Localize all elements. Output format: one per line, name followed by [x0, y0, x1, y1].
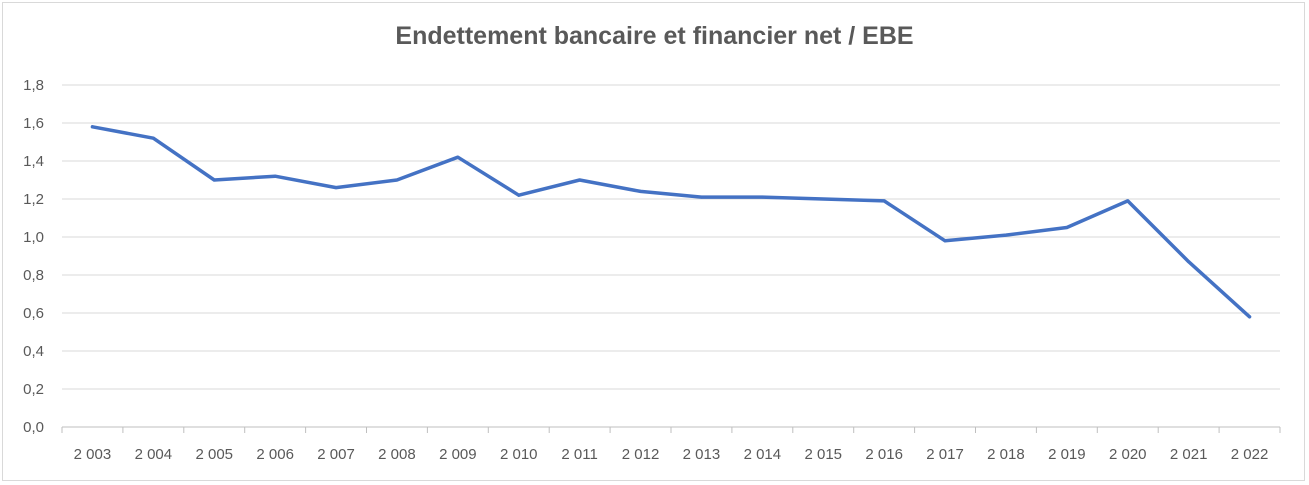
chart-title: Endettement bancaire et financier net / …: [395, 22, 914, 50]
x-tick-label: 2 011: [561, 446, 597, 463]
x-tick-label: 2 004: [135, 446, 173, 463]
data-point: [1248, 315, 1252, 319]
x-tick-label: 2 003: [74, 446, 112, 463]
data-point: [639, 189, 643, 193]
y-tick-label: 1,4: [23, 153, 44, 170]
x-axis-ticks: [61, 427, 1281, 433]
series-line: [90, 125, 1252, 319]
x-tick-label: 2 005: [195, 446, 233, 463]
x-tick-label: 2 014: [744, 446, 782, 463]
data-point: [456, 155, 460, 159]
y-tick-label: 1,0: [23, 229, 44, 246]
data-point: [90, 125, 94, 129]
series-group: [90, 125, 1252, 319]
x-tick-label: 2 019: [1048, 446, 1086, 463]
x-axis-tick-labels: 2 003 2 004 2 005 2 006 2 007 2 008 2 009 2 010…: [74, 446, 1269, 463]
y-tick-label: 0,8: [23, 267, 44, 284]
x-tick-label: 2 015: [804, 446, 842, 463]
data-point: [334, 186, 338, 190]
data-point: [760, 195, 764, 199]
x-tick-label: 2 016: [865, 446, 903, 463]
gridlines: [62, 84, 1280, 428]
data-point: [821, 197, 825, 201]
y-tick-label: 0,6: [23, 305, 44, 322]
data-point: [1187, 260, 1191, 264]
x-tick-label: 2 020: [1109, 446, 1147, 463]
x-tick-label: 2 017: [926, 446, 964, 463]
x-tick-label: 2 008: [378, 446, 416, 463]
y-tick-label: 1,8: [23, 77, 44, 94]
y-tick-label: 0,2: [23, 381, 44, 398]
x-tick-label: 2 012: [622, 446, 660, 463]
data-point: [212, 178, 216, 182]
data-point: [1065, 226, 1069, 229]
y-tick-label: 0,4: [23, 343, 44, 360]
data-point: [1004, 233, 1008, 237]
x-tick-label: 2 007: [317, 446, 355, 463]
x-tick-label: 2 010: [500, 446, 538, 463]
data-point: [578, 178, 582, 182]
data-point: [699, 195, 703, 199]
y-tick-label: 1,6: [23, 115, 44, 132]
x-tick-label: 2 006: [256, 446, 294, 463]
y-tick-label: 0,0: [23, 419, 44, 436]
x-tick-label: 2 021: [1170, 446, 1208, 463]
y-tick-label: 1,2: [23, 191, 44, 208]
x-tick-label: 2 013: [683, 446, 721, 463]
data-point: [273, 174, 277, 178]
x-tick-label: 2 009: [439, 446, 477, 463]
data-point: [151, 136, 155, 140]
x-tick-label: 2 022: [1231, 446, 1269, 463]
y-axis-tick-labels: 0,0 0,2 0,4 0,6 0,8 1,0 1,2 1,4 1,6 1,8: [23, 77, 44, 436]
data-point: [1126, 199, 1130, 203]
x-tick-label: 2 018: [987, 446, 1025, 463]
data-point: [882, 199, 886, 203]
data-point: [943, 239, 947, 243]
data-point: [395, 178, 399, 182]
data-point: [517, 193, 521, 197]
